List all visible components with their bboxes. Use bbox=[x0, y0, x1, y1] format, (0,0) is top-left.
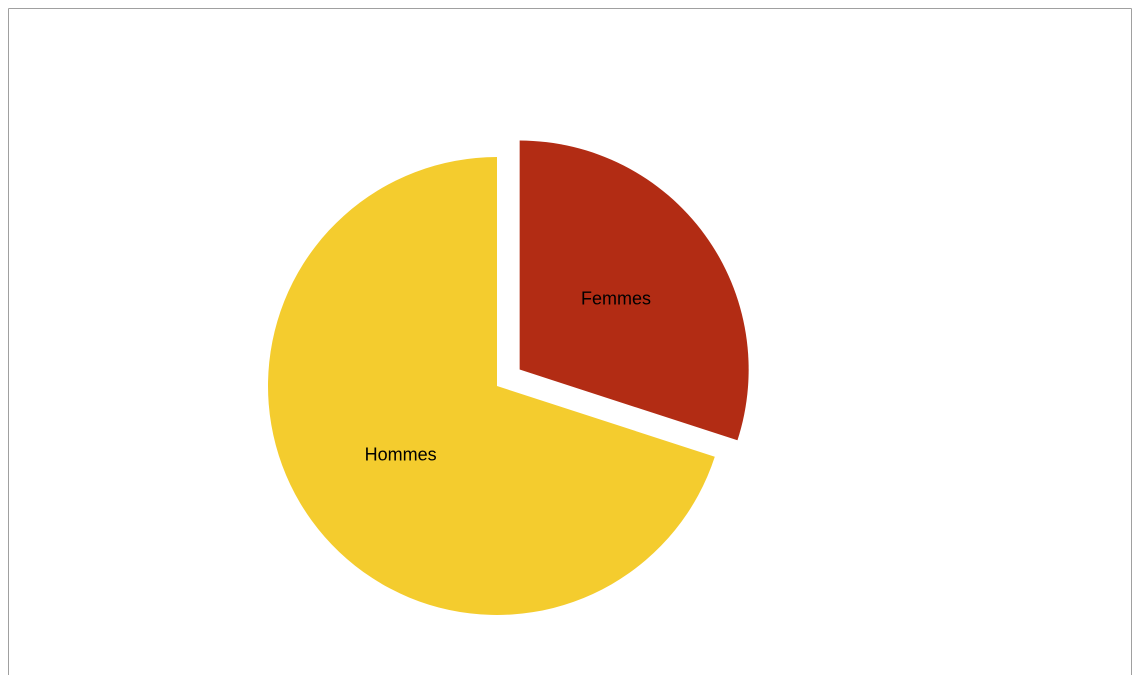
pie-slice bbox=[519, 140, 749, 441]
pie-slice bbox=[268, 157, 715, 616]
slice-label: Hommes bbox=[365, 445, 437, 465]
slice-label: Femmes bbox=[581, 288, 651, 308]
